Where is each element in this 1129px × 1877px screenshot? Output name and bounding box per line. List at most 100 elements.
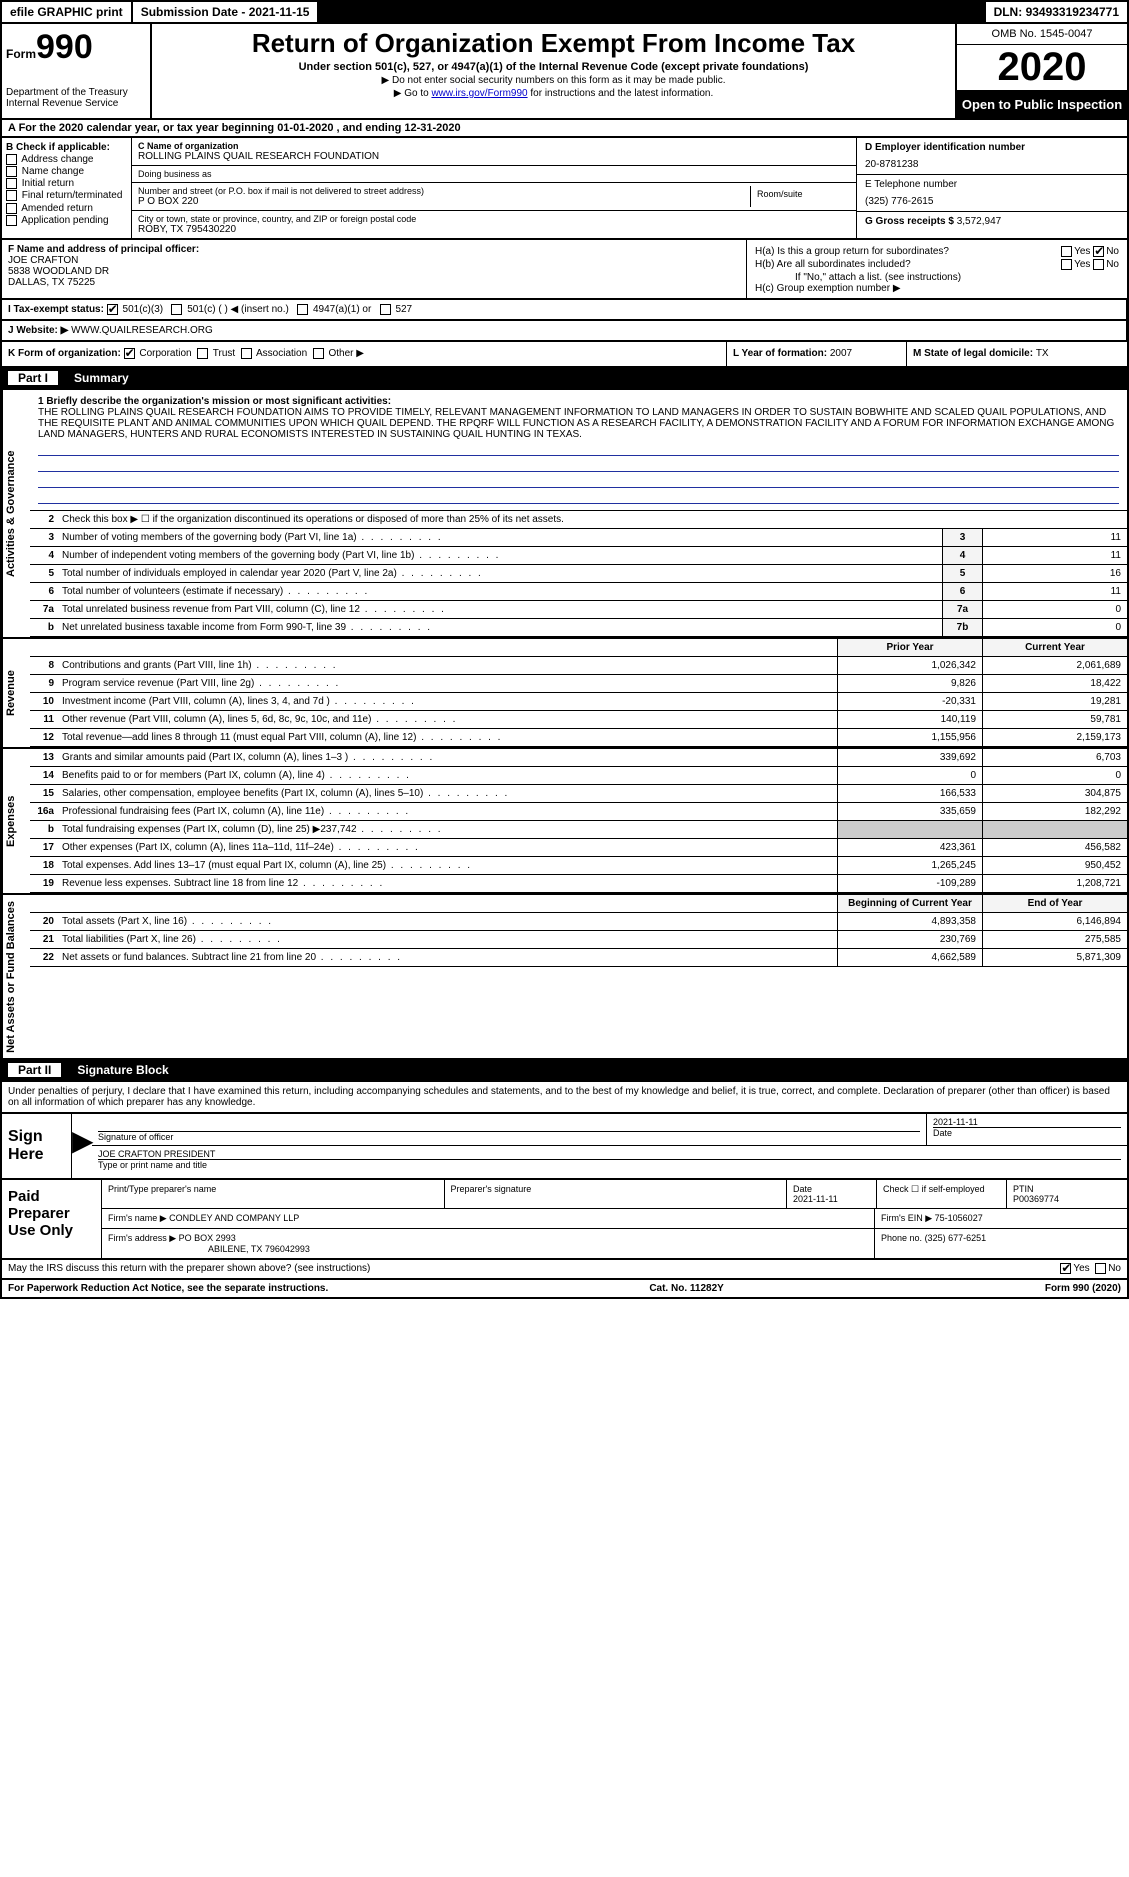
paid-preparer-block: Paid Preparer Use Only Print/Type prepar… <box>0 1180 1129 1260</box>
section-fh: F Name and address of principal officer:… <box>0 240 1129 300</box>
colb-option[interactable]: Initial return <box>6 178 127 189</box>
summary-line: 14Benefits paid to or for members (Part … <box>30 767 1127 785</box>
col-f-officer: F Name and address of principal officer:… <box>2 240 747 298</box>
form-subtitle: Under section 501(c), 527, or 4947(a)(1)… <box>162 61 945 73</box>
ha-yes-checkbox[interactable] <box>1061 246 1072 257</box>
summary-line: 16aProfessional fundraising fees (Part I… <box>30 803 1127 821</box>
col-h-group: H(a) Is this a group return for subordin… <box>747 240 1127 298</box>
irs-link[interactable]: www.irs.gov/Form990 <box>431 88 527 99</box>
side-rev: Revenue <box>2 639 30 747</box>
mission-text: THE ROLLING PLAINS QUAIL RESEARCH FOUNDA… <box>38 407 1119 440</box>
summary-line: 11Other revenue (Part VIII, column (A), … <box>30 711 1127 729</box>
summary-line: 5Total number of individuals employed in… <box>30 565 1127 583</box>
addr-cell: Number and street (or P.O. box if mail i… <box>132 183 856 211</box>
colb-option[interactable]: Amended return <box>6 203 127 214</box>
colb-option[interactable]: Address change <box>6 154 127 165</box>
form-title: Return of Organization Exempt From Incom… <box>162 28 945 59</box>
colb-option[interactable]: Final return/terminated <box>6 190 127 201</box>
org-address: P O BOX 220 <box>138 196 744 207</box>
ein: 20-8781238 <box>865 159 1119 170</box>
prep-row-1: Print/Type preparer's name Preparer's si… <box>102 1180 1127 1209</box>
sign-arrow-icon: ▶ <box>72 1114 92 1178</box>
summary-line: 4Number of independent voting members of… <box>30 547 1127 565</box>
header-left: Form990 Department of the Treasury Inter… <box>2 24 152 118</box>
phone: (325) 776-2615 <box>865 196 1119 207</box>
summary-line: 21Total liabilities (Part X, line 26)230… <box>30 931 1127 949</box>
discuss-yes-checkbox[interactable] <box>1060 1263 1071 1274</box>
paid-prep-label: Paid Preparer Use Only <box>2 1180 102 1258</box>
exp-section: Expenses 13Grants and similar amounts pa… <box>0 749 1129 895</box>
firm-name: CONDLEY AND COMPANY LLP <box>169 1213 299 1223</box>
row-k: K Form of organization: Corporation Trus… <box>0 342 1129 367</box>
header-center: Return of Organization Exempt From Incom… <box>152 24 957 118</box>
col-c-name: C Name of organization ROLLING PLAINS QU… <box>132 138 857 238</box>
colb-option[interactable]: Name change <box>6 166 127 177</box>
phone-cell: E Telephone number (325) 776-2615 <box>857 175 1127 212</box>
officer-name: JOE CRAFTON <box>8 255 740 266</box>
sig-date: 2021-11-11 Date <box>927 1114 1127 1145</box>
hb-no-checkbox[interactable] <box>1093 259 1104 270</box>
ein-cell: D Employer identification number 20-8781… <box>857 138 1127 175</box>
ha-no-checkbox[interactable] <box>1093 246 1104 257</box>
gross-receipts: 3,572,947 <box>957 216 1002 227</box>
col-b-title: B Check if applicable: <box>6 142 127 153</box>
dln: DLN: 93493319234771 <box>986 2 1127 22</box>
summary-line: 8Contributions and grants (Part VIII, li… <box>30 657 1127 675</box>
officer-name-line: JOE CRAFTON PRESIDENT Type or print name… <box>92 1146 1127 1173</box>
top-bar: efile GRAPHIC print Submission Date - 20… <box>0 0 1129 24</box>
submission-date: Submission Date - 2021-11-15 <box>133 2 320 22</box>
hb-yes-checkbox[interactable] <box>1061 259 1072 270</box>
mission-block: 1 Briefly describe the organization's mi… <box>30 390 1127 511</box>
501c3-checkbox[interactable] <box>107 304 118 315</box>
form-header: Form990 Department of the Treasury Inter… <box>0 24 1129 120</box>
col-d: D Employer identification number 20-8781… <box>857 138 1127 238</box>
summary-line: 15Salaries, other compensation, employee… <box>30 785 1127 803</box>
summary-line: 13Grants and similar amounts paid (Part … <box>30 749 1127 767</box>
col-b-checkboxes: B Check if applicable: Address change Na… <box>2 138 132 238</box>
summary-line: 20Total assets (Part X, line 16)4,893,35… <box>30 913 1127 931</box>
row-a-period: A For the 2020 calendar year, or tax yea… <box>0 120 1129 138</box>
prep-row-2: Firm's name ▶ CONDLEY AND COMPANY LLP Fi… <box>102 1209 1127 1229</box>
sign-here-label: Sign Here <box>2 1114 72 1178</box>
rev-section: Revenue Prior Year Current Year 8Contrib… <box>0 639 1129 749</box>
note-link: ▶ Go to www.irs.gov/Form990 for instruct… <box>162 88 945 99</box>
page-footer: For Paperwork Reduction Act Notice, see … <box>0 1280 1129 1299</box>
summary-line: 3Number of voting members of the governi… <box>30 529 1127 547</box>
note-ssn: ▶ Do not enter social security numbers o… <box>162 75 945 86</box>
side-gov: Activities & Governance <box>2 390 30 637</box>
org-name: ROLLING PLAINS QUAIL RESEARCH FOUNDATION <box>138 151 850 162</box>
prep-row-3: Firm's address ▶ PO BOX 2993ABILENE, TX … <box>102 1229 1127 1258</box>
discuss-row: May the IRS discuss this return with the… <box>0 1260 1129 1279</box>
net-section: Net Assets or Fund Balances Beginning of… <box>0 895 1129 1061</box>
summary-line: 17Other expenses (Part IX, column (A), l… <box>30 839 1127 857</box>
summary-line: 22Net assets or fund balances. Subtract … <box>30 949 1127 967</box>
form-number: Form990 <box>6 28 146 67</box>
efile-label: efile GRAPHIC print <box>2 2 133 22</box>
omb-number: OMB No. 1545-0047 <box>957 24 1127 45</box>
summary-line: 10Investment income (Part VIII, column (… <box>30 693 1127 711</box>
gov-section: Activities & Governance 1 Briefly descri… <box>0 390 1129 639</box>
row-j-website: J Website: ▶ WWW.QUAILRESEARCH.ORG <box>0 321 1129 342</box>
open-inspection: Open to Public Inspection <box>957 91 1127 118</box>
org-city: ROBY, TX 795430220 <box>138 224 850 235</box>
net-header-row: Beginning of Current Year End of Year <box>30 895 1127 913</box>
header-right: OMB No. 1545-0047 2020 Open to Public In… <box>957 24 1127 118</box>
summary-line: 19Revenue less expenses. Subtract line 1… <box>30 875 1127 893</box>
rev-header-row: Prior Year Current Year <box>30 639 1127 657</box>
row-i-tax-status: I Tax-exempt status: 501(c)(3) 501(c) ( … <box>0 300 1129 321</box>
dept-label: Department of the Treasury Internal Reve… <box>6 87 146 109</box>
website: WWW.QUAILRESEARCH.ORG <box>71 325 213 336</box>
corp-checkbox[interactable] <box>124 348 135 359</box>
colb-option[interactable]: Application pending <box>6 215 127 226</box>
summary-line: bNet unrelated business taxable income f… <box>30 619 1127 637</box>
summary-line: 7aTotal unrelated business revenue from … <box>30 601 1127 619</box>
officer-sig-line[interactable]: Signature of officer <box>92 1114 927 1145</box>
summary-line: 18Total expenses. Add lines 13–17 (must … <box>30 857 1127 875</box>
sign-here-block: Sign Here ▶ Signature of officer 2021-11… <box>0 1114 1129 1180</box>
side-net: Net Assets or Fund Balances <box>2 895 30 1059</box>
summary-line: 9Program service revenue (Part VIII, lin… <box>30 675 1127 693</box>
sig-intro: Under penalties of perjury, I declare th… <box>0 1082 1129 1114</box>
discuss-no-checkbox[interactable] <box>1095 1263 1106 1274</box>
room-suite: Room/suite <box>750 186 850 207</box>
section-bcd: B Check if applicable: Address change Na… <box>0 138 1129 240</box>
